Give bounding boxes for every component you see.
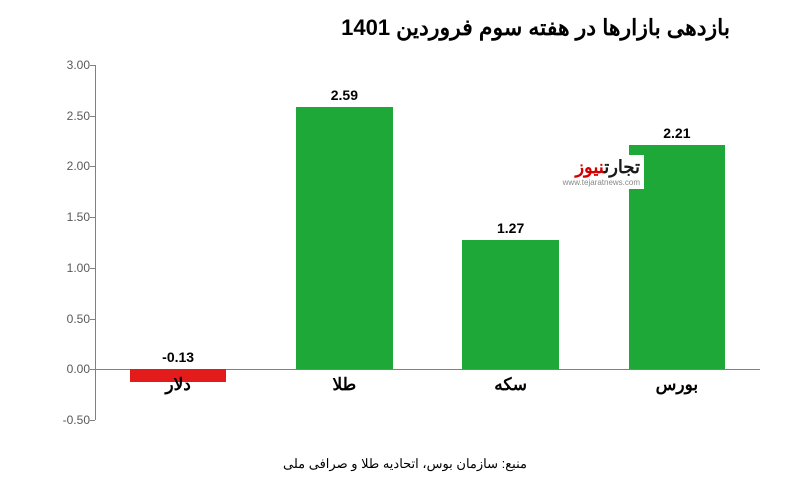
chart-container: بازدهی بازارها در هفته سوم فروردین 1401 …: [40, 10, 770, 480]
y-axis: [95, 65, 96, 420]
x-category-label: بورس: [629, 375, 725, 395]
y-tick-mark: [90, 116, 95, 117]
bar-value-label: 2.59: [296, 87, 392, 103]
x-category-label: سکه: [462, 375, 558, 395]
watermark: تجارتنیوز www.tejaratnews.com: [559, 155, 644, 189]
y-tick-mark: [90, 268, 95, 269]
source-text: منبع: سازمان بوس، اتحادیه طلا و صرافی مل…: [283, 456, 527, 472]
x-category-label: دلار: [130, 375, 226, 395]
bar-value-label: 2.21: [629, 125, 725, 141]
chart-title: بازدهی بازارها در هفته سوم فروردین 1401: [341, 15, 730, 41]
y-tick-label: 2.50: [45, 109, 90, 123]
y-tick-label: -0.50: [45, 413, 90, 427]
y-tick-mark: [90, 166, 95, 167]
x-category-label: طلا: [296, 375, 392, 395]
y-tick-mark: [90, 319, 95, 320]
y-tick-label: 0.50: [45, 312, 90, 326]
y-tick-mark: [90, 420, 95, 421]
y-tick-label: 1.00: [45, 261, 90, 275]
bar-value-label: 1.27: [462, 220, 558, 236]
y-tick-mark: [90, 65, 95, 66]
watermark-main: تجارت: [604, 157, 640, 177]
watermark-accent: نیوز: [575, 157, 604, 177]
bar: [462, 240, 558, 369]
watermark-sub: www.tejaratnews.com: [563, 178, 640, 187]
bar: [296, 107, 392, 370]
plot-area: -0.500.000.501.001.502.002.503.00-0.13دل…: [95, 65, 760, 420]
y-tick-label: 0.00: [45, 362, 90, 376]
y-tick-mark: [90, 217, 95, 218]
y-tick-label: 1.50: [45, 210, 90, 224]
y-tick-label: 3.00: [45, 58, 90, 72]
bar-value-label: -0.13: [130, 349, 226, 365]
y-tick-label: 2.00: [45, 159, 90, 173]
